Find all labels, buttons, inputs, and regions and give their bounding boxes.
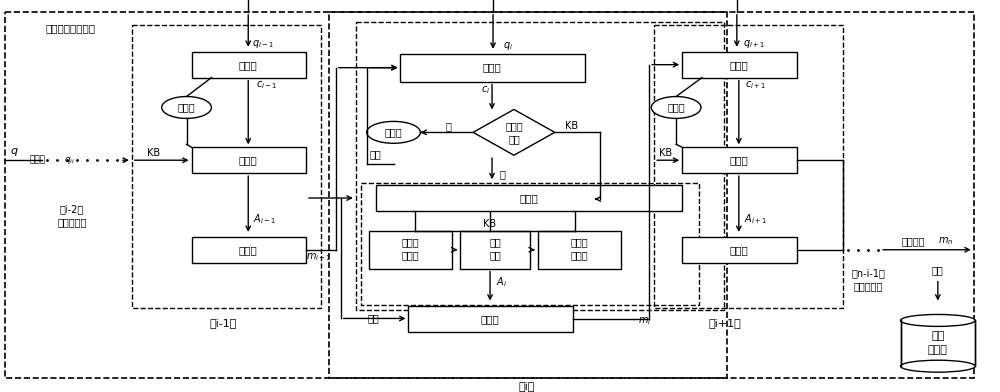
Text: 别特征: 别特征 [402, 250, 419, 260]
Text: 记忆门: 记忆门 [385, 127, 402, 137]
Text: 可微神经元: 可微神经元 [854, 281, 883, 292]
Bar [654, 25, 843, 309]
Bar [192, 147, 306, 173]
Text: 补充: 补充 [932, 266, 944, 276]
Text: $m_n$: $m_n$ [938, 235, 953, 247]
Text: 控制器: 控制器 [239, 60, 258, 70]
Text: 识别元: 识别元 [239, 155, 258, 165]
Text: $q_{ii}$: $q_{ii}$ [64, 155, 75, 166]
Text: 识别元: 识别元 [519, 193, 538, 203]
Text: 调用: 调用 [370, 149, 381, 159]
Text: $c_{i-1}$: $c_{i-1}$ [256, 80, 277, 91]
Text: 第i+1步: 第i+1步 [709, 318, 741, 328]
Text: $A_i$: $A_i$ [496, 275, 508, 289]
Text: 控制器: 控制器 [729, 60, 748, 70]
Text: 控制器: 控制器 [483, 63, 501, 73]
Text: $c_{i+1}$: $c_{i+1}$ [745, 80, 766, 91]
Bar [376, 185, 682, 211]
Text: KB: KB [565, 122, 578, 131]
Text: 输入端: 输入端 [29, 156, 45, 165]
Text: 识别元: 识别元 [729, 155, 748, 165]
Text: $q_{i+1}$: $q_{i+1}$ [743, 38, 765, 50]
Text: $q_{i-1}$: $q_{i-1}$ [252, 38, 274, 50]
Text: 否: 否 [499, 169, 505, 179]
Ellipse shape [162, 96, 211, 118]
Ellipse shape [651, 96, 701, 118]
Text: $A_{i-1}$: $A_{i-1}$ [253, 212, 276, 226]
Text: KB: KB [147, 148, 160, 158]
Bar [400, 54, 585, 82]
Ellipse shape [901, 314, 975, 327]
Text: 记忆元: 记忆元 [729, 245, 748, 255]
Text: 读取类: 读取类 [402, 237, 419, 247]
Text: KB: KB [659, 148, 672, 158]
Ellipse shape [901, 360, 975, 372]
Text: 推断最: 推断最 [571, 237, 588, 247]
Text: 存储: 存储 [368, 314, 379, 323]
Text: 相似性: 相似性 [505, 122, 523, 131]
Text: $m_{i-1}$: $m_{i-1}$ [306, 251, 332, 263]
Text: $c_i$: $c_i$ [481, 85, 491, 96]
Bar [356, 22, 724, 310]
Text: $m_i$: $m_i$ [638, 316, 651, 327]
Bar [132, 25, 321, 309]
Text: 记忆门: 记忆门 [667, 102, 685, 113]
Text: 路径: 路径 [489, 250, 501, 260]
Bar [460, 231, 530, 269]
Text: 优路径: 优路径 [571, 250, 588, 260]
Bar [408, 307, 573, 332]
Bar [682, 52, 797, 78]
Bar [192, 237, 306, 263]
Ellipse shape [367, 122, 420, 143]
Text: 记忆元: 记忆元 [481, 314, 499, 325]
Bar [682, 237, 797, 263]
Text: $q_i$: $q_i$ [503, 40, 513, 52]
Bar [901, 320, 975, 366]
Text: 是: 是 [445, 122, 451, 131]
Bar [361, 183, 699, 305]
Polygon shape [473, 109, 555, 155]
Text: 第i-1步: 第i-1步 [210, 318, 237, 328]
Text: 评估: 评估 [508, 134, 520, 144]
Text: KB: KB [483, 219, 497, 229]
Bar [682, 147, 797, 173]
Bar [329, 12, 727, 378]
Text: 知识库: 知识库 [928, 345, 948, 355]
Bar [538, 231, 621, 269]
Text: 前i-2步: 前i-2步 [60, 204, 84, 214]
Text: $A_{i+1}$: $A_{i+1}$ [744, 212, 767, 226]
Text: 输出答案: 输出答案 [901, 236, 925, 246]
Bar [192, 52, 306, 78]
Text: 可微循环神经网络: 可微循环神经网络 [45, 23, 95, 33]
Text: 后n-i-1步: 后n-i-1步 [851, 269, 885, 279]
Text: 抽取: 抽取 [489, 237, 501, 247]
Bar [369, 231, 452, 269]
Text: 第i步: 第i步 [519, 381, 535, 391]
Text: $q$: $q$ [10, 146, 19, 158]
Text: 特征: 特征 [931, 331, 944, 341]
Text: 记忆元: 记忆元 [239, 245, 258, 255]
Text: 可微神经元: 可微神经元 [57, 217, 87, 227]
Text: 记忆门: 记忆门 [178, 102, 195, 113]
